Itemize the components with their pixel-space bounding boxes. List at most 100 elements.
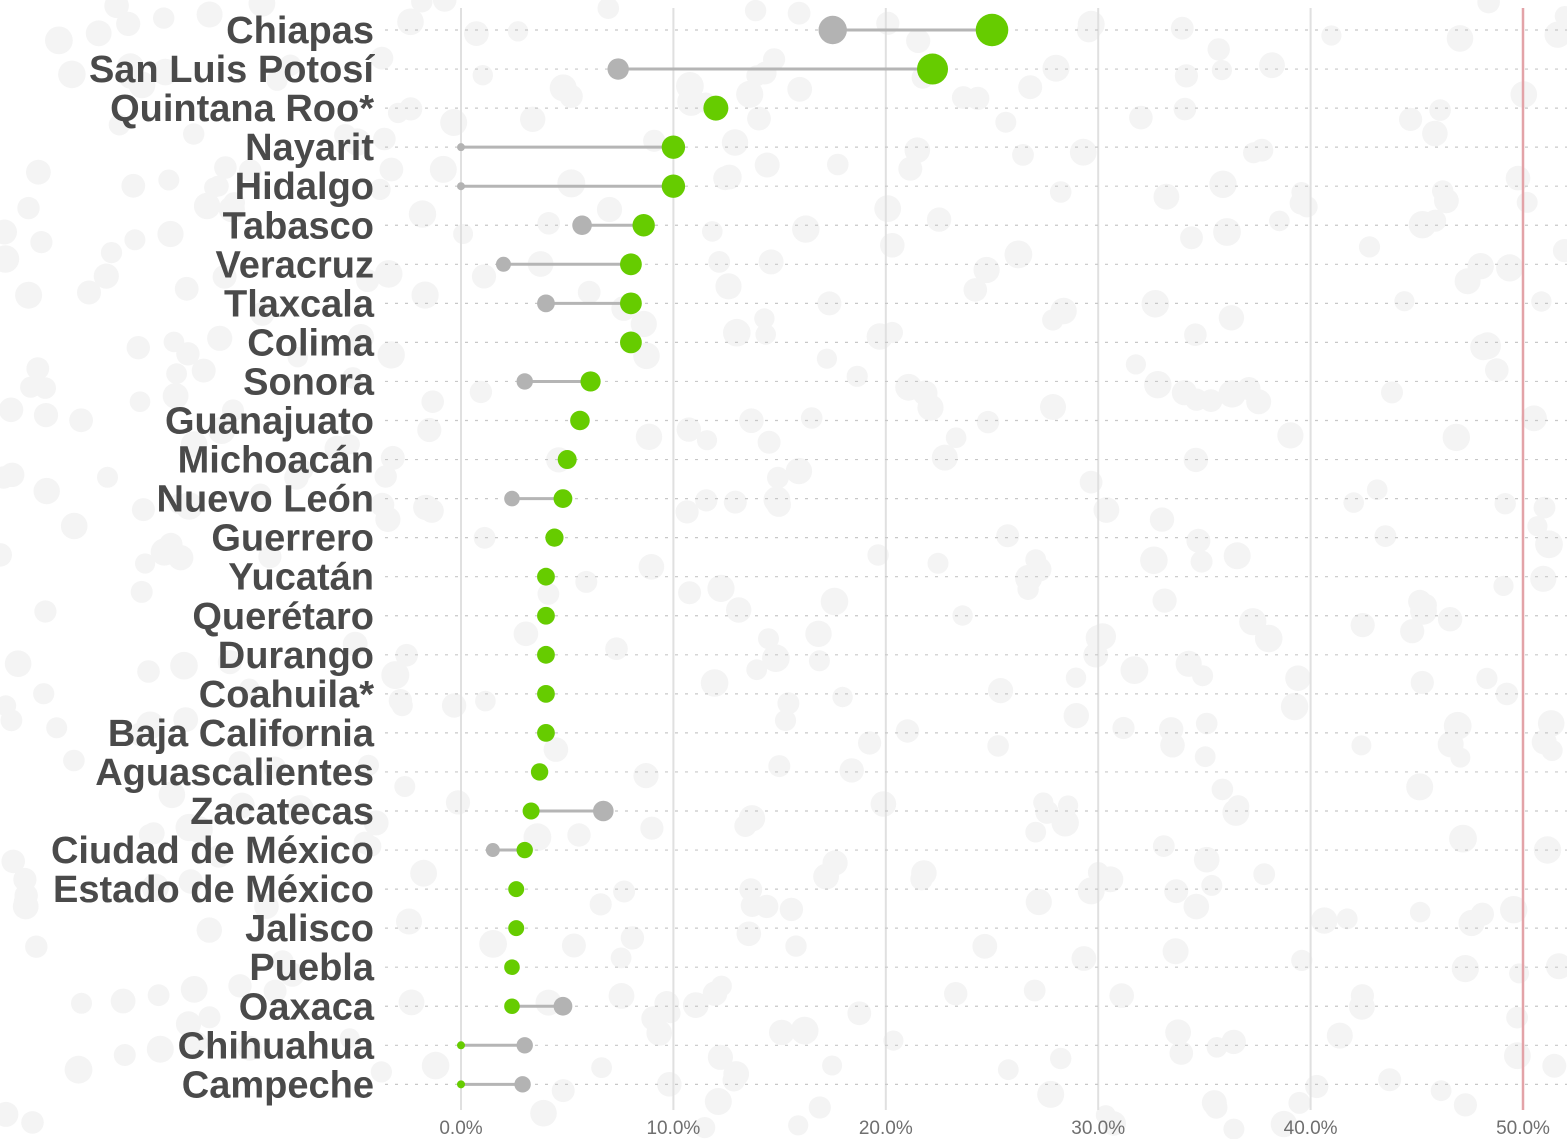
background-dot xyxy=(927,207,951,231)
background-dot xyxy=(1192,665,1213,686)
background-dot xyxy=(1410,598,1437,625)
state-label: Hidalgo xyxy=(235,166,374,208)
background-dot xyxy=(1288,1092,1310,1114)
background-dot xyxy=(591,1057,612,1078)
background-dot xyxy=(1160,733,1185,758)
point-latest xyxy=(537,724,555,742)
state-label: Nuevo León xyxy=(157,479,374,521)
background-dot xyxy=(613,881,635,903)
background-dot xyxy=(788,2,811,25)
background-dot xyxy=(1259,52,1285,78)
background-dot xyxy=(0,245,19,273)
background-dot xyxy=(1212,779,1234,801)
background-dot xyxy=(562,934,586,958)
background-dot xyxy=(1429,99,1451,121)
background-dot xyxy=(34,377,56,399)
background-dot xyxy=(396,909,422,935)
background-dot xyxy=(785,935,806,956)
background-dot xyxy=(1050,298,1076,324)
background-dot xyxy=(164,332,185,353)
background-dot xyxy=(1186,529,1210,553)
background-dot xyxy=(520,107,545,132)
background-dot xyxy=(34,403,58,427)
background-dot xyxy=(1025,822,1046,843)
background-dot xyxy=(208,176,229,197)
state-label: Aguascalientes xyxy=(95,752,374,794)
background-dot xyxy=(417,418,441,442)
background-dot xyxy=(1375,525,1397,547)
background-dot xyxy=(874,195,901,222)
background-dot xyxy=(1121,656,1149,684)
state-label: Guerrero xyxy=(211,518,374,560)
background-dot xyxy=(1337,908,1358,929)
background-dot xyxy=(479,930,507,958)
point-latest xyxy=(620,332,642,354)
background-dot xyxy=(1207,1037,1228,1058)
background-dot xyxy=(1078,877,1105,904)
x-axis-tick-labels: 0.0%10.0%20.0%30.0%40.0%50.0% xyxy=(439,1118,1550,1139)
background-dot xyxy=(910,868,932,890)
background-dot xyxy=(678,581,701,604)
background-dot xyxy=(708,251,730,273)
background-dot xyxy=(736,81,763,108)
background-dot xyxy=(1359,236,1380,257)
background-dot xyxy=(1163,938,1189,964)
background-dot xyxy=(646,1020,672,1046)
background-dot xyxy=(124,229,145,250)
x-tick-label: 0.0% xyxy=(439,1118,482,1139)
background-dot xyxy=(755,153,780,178)
background-dot xyxy=(1447,25,1474,52)
background-dot xyxy=(598,0,620,19)
point-latest xyxy=(457,1080,465,1088)
background-dot xyxy=(409,200,436,227)
background-dot xyxy=(952,86,975,109)
background-dot xyxy=(767,493,791,517)
background-dot xyxy=(1296,196,1317,217)
background-dot xyxy=(1305,1075,1328,1098)
point-latest xyxy=(508,920,524,936)
background-dot xyxy=(1191,551,1213,573)
background-dot xyxy=(739,878,762,901)
background-dot xyxy=(746,659,767,680)
point-earlier xyxy=(819,16,847,44)
background-dot xyxy=(137,660,160,683)
background-dot xyxy=(168,545,193,570)
background-dot xyxy=(1277,422,1303,448)
background-dot xyxy=(538,583,560,605)
point-latest xyxy=(917,54,948,85)
point-latest xyxy=(570,411,590,431)
background-dot xyxy=(1367,479,1388,500)
background-dot xyxy=(1431,1080,1452,1101)
background-dot xyxy=(1531,291,1551,311)
background-dot xyxy=(440,109,467,136)
state-label: Coahuila* xyxy=(199,674,374,716)
background-dot xyxy=(1153,835,1175,857)
background-dot xyxy=(1184,894,1210,920)
background-dot xyxy=(375,465,397,487)
background-dot xyxy=(1165,1019,1191,1045)
background-dot xyxy=(1,709,23,731)
background-dot xyxy=(1459,910,1485,936)
background-dot xyxy=(695,489,717,511)
x-tick-label: 40.0% xyxy=(1284,1118,1338,1139)
state-label: Veracruz xyxy=(216,244,374,286)
background-dot xyxy=(530,1100,557,1127)
point-latest xyxy=(537,607,555,625)
background-dot xyxy=(996,524,1019,547)
background-dot xyxy=(412,282,439,309)
background-dot xyxy=(633,763,658,788)
point-earlier xyxy=(457,182,465,190)
background-dot xyxy=(373,128,396,151)
background-dot xyxy=(514,622,539,647)
background-dot xyxy=(147,1036,174,1063)
background-dot xyxy=(61,513,88,540)
background-dot xyxy=(809,650,830,671)
background-dot xyxy=(605,637,628,660)
state-label: Quintana Roo* xyxy=(110,88,374,130)
background-dot xyxy=(1399,108,1422,131)
background-dot xyxy=(759,249,784,274)
background-dot xyxy=(792,215,819,242)
point-latest xyxy=(504,998,520,1014)
background-dot xyxy=(1521,405,1547,431)
x-tick-label: 30.0% xyxy=(1071,1118,1125,1139)
